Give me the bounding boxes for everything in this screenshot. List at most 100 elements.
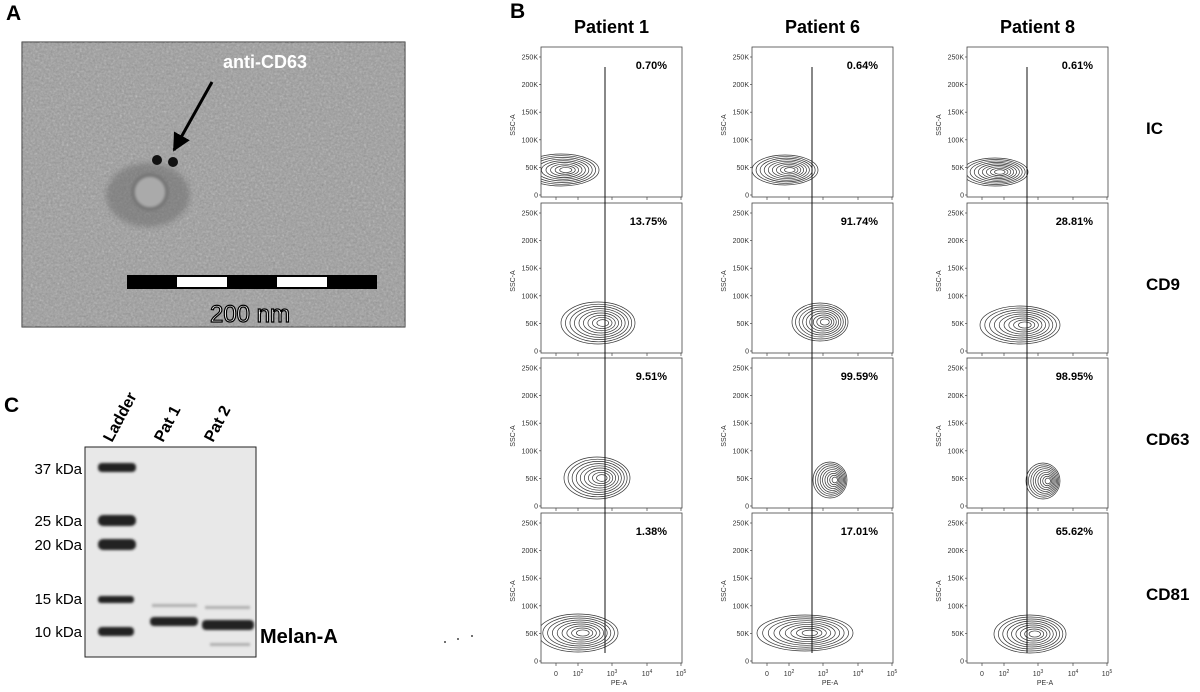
contour-line (592, 317, 613, 329)
y-axis-label: SSC-A (721, 580, 728, 602)
contour-line (1035, 470, 1056, 492)
contour-line (556, 621, 604, 645)
marker-label: 10 kDa (34, 624, 82, 641)
x-tick-exp: 4 (650, 669, 653, 675)
plot-frame (540, 512, 683, 664)
contour-line (817, 465, 845, 495)
plot-frame (751, 46, 894, 198)
contour (993, 614, 1067, 654)
y-tick-label: 100K (522, 603, 539, 610)
scale-bar (127, 275, 377, 289)
x-tick-base: 10 (676, 671, 684, 678)
contour-line (579, 465, 619, 491)
y-tick-label: 250K (948, 521, 965, 528)
percentage: 1.38% (636, 526, 667, 538)
y-axis-label: SSC-A (510, 114, 517, 136)
percentage: 0.64% (847, 60, 878, 72)
contour-line (1015, 624, 1051, 644)
contour-line (767, 160, 807, 180)
contour-line (541, 153, 600, 187)
panel-label: B (510, 0, 525, 23)
contour-line (1018, 321, 1032, 329)
contour (563, 456, 631, 500)
y-tick-label: 50K (737, 631, 750, 638)
percentage: 99.59% (841, 371, 879, 383)
contour-peak (789, 168, 792, 172)
contour-line (977, 163, 1017, 181)
contour-line (812, 314, 835, 330)
y-tick-label: 100K (733, 137, 750, 144)
scale-label: 200 nm (210, 301, 290, 328)
y-tick-label: 250K (733, 211, 750, 218)
contour-line (798, 306, 844, 338)
marker-label: 37 kDa (34, 461, 82, 478)
contour (756, 614, 854, 652)
y-tick-label: 150K (733, 266, 750, 273)
contour-line (552, 619, 608, 647)
contour-line (1025, 462, 1061, 500)
contour-line (816, 316, 832, 328)
contour-peak (999, 170, 1002, 174)
contour-line (784, 167, 796, 173)
y-axis-label: SSC-A (510, 580, 517, 602)
x-tick-exp: 3 (826, 669, 829, 675)
x-tick-label: 0 (980, 671, 984, 678)
contour-line (784, 624, 832, 642)
row-label: CD63 (1146, 430, 1189, 449)
y-tick-label: 200K (948, 82, 965, 89)
y-tick-label: 200K (733, 548, 750, 555)
y-tick-label: 0 (745, 659, 749, 666)
panel-label: C (4, 394, 19, 417)
column-header: Patient 8 (1000, 17, 1075, 37)
marker-label: 15 kDa (34, 591, 82, 608)
contour-line (812, 461, 848, 499)
plot-frame (751, 512, 894, 664)
y-tick-label: 100K (522, 137, 539, 144)
contour-line (822, 469, 843, 491)
y-tick-label: 150K (948, 110, 965, 117)
contour-line (576, 629, 590, 637)
x-tick-base: 0 (765, 671, 769, 678)
row-label: CD81 (1146, 585, 1189, 604)
contour-line (563, 456, 631, 500)
y-tick-label: 150K (733, 576, 750, 583)
contour-line (826, 472, 841, 488)
row-label: CD9 (1146, 275, 1180, 294)
x-tick-base: 10 (573, 671, 581, 678)
contour-line (587, 314, 616, 332)
x-tick-base: 0 (554, 671, 558, 678)
x-tick-label: 102 (999, 669, 1010, 678)
y-tick-label: 250K (522, 366, 539, 373)
x-tick-base: 10 (642, 671, 650, 678)
x-axis-label: PE-A (822, 680, 839, 687)
column-header: Patient 6 (785, 17, 860, 37)
contour-peak (602, 321, 605, 325)
x-tick-label: 0 (554, 671, 558, 678)
contour-line (979, 305, 1061, 345)
percentage: 13.75% (630, 216, 668, 228)
x-tick-label: 0 (765, 671, 769, 678)
panel-label: A (6, 2, 21, 25)
contour-line (763, 159, 810, 181)
contour-peak (834, 478, 837, 482)
contour-peak (824, 320, 827, 324)
contour (541, 613, 619, 653)
contour-peak (1024, 323, 1027, 327)
y-tick-label: 250K (948, 366, 965, 373)
y-tick-label: 0 (534, 659, 538, 666)
y-tick-label: 100K (522, 448, 539, 455)
contour-line (588, 469, 614, 487)
contour-line (967, 157, 1029, 187)
contour-line (776, 164, 802, 176)
y-tick-label: 150K (522, 576, 539, 583)
y-tick-label: 150K (948, 421, 965, 428)
annotation: anti-CD63 (223, 52, 307, 72)
contour (967, 157, 1029, 187)
x-tick-base: 10 (1068, 671, 1076, 678)
y-tick-label: 100K (948, 603, 965, 610)
contour-line (1037, 472, 1055, 490)
y-tick-label: 200K (948, 393, 965, 400)
contour-line (1028, 464, 1060, 498)
contour-line (805, 310, 839, 334)
y-tick-label: 150K (522, 266, 539, 273)
